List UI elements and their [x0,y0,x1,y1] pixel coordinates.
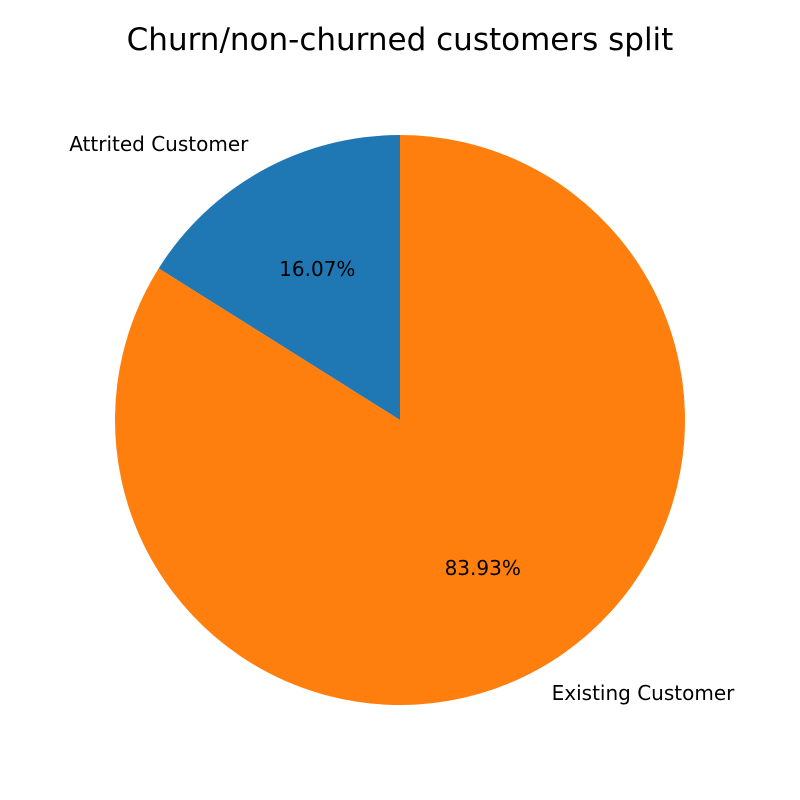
slice-percent-label: 83.93% [445,556,521,580]
pie-slices [115,135,686,706]
chart-title: Churn/non-churned customers split [127,22,674,58]
slice-label: Attrited Customer [69,132,249,156]
pie-slice-attrited-customer [158,135,400,420]
slice-label: Existing Customer [552,681,736,705]
slice-percent-label: 16.07% [279,257,355,281]
pie-labels: Attrited Customer 16.07% Existing Customer… [69,132,735,705]
pie-slice-existing-customer [115,135,686,706]
